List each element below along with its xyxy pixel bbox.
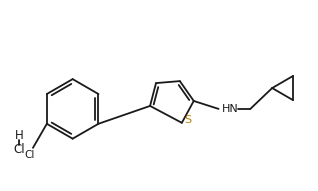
- Text: H: H: [15, 129, 24, 142]
- Text: HN: HN: [222, 104, 238, 114]
- Text: S: S: [184, 115, 191, 125]
- Text: Cl: Cl: [13, 143, 25, 156]
- Text: Cl: Cl: [25, 150, 35, 160]
